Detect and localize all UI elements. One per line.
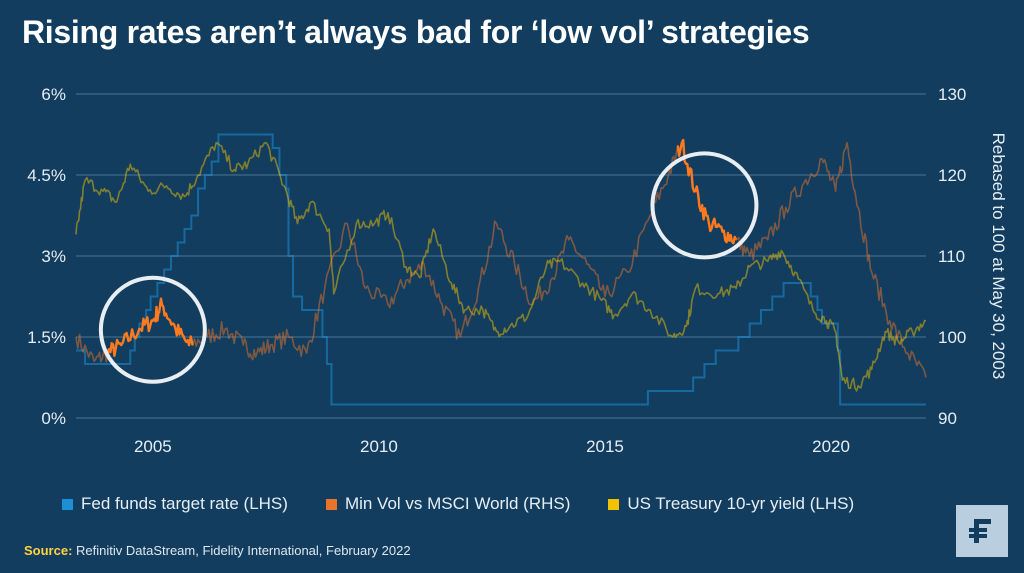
highlight-circle-0 xyxy=(98,275,207,384)
fidelity-logo xyxy=(956,505,1008,557)
x-tick-label: 2010 xyxy=(360,437,398,456)
fidelity-f-icon xyxy=(969,519,991,543)
legend-label-fed-funds: Fed funds target rate (LHS) xyxy=(81,494,288,513)
series-line-treasury xyxy=(75,141,927,392)
legend-label-min-vol: Min Vol vs MSCI World (RHS) xyxy=(344,494,571,513)
y-left-tick-label: 0% xyxy=(41,409,66,428)
highlight-segment-0 xyxy=(106,297,194,358)
legend-swatch-treasury xyxy=(608,498,620,510)
source-label: Source: xyxy=(24,543,73,558)
x-tick-label: 2005 xyxy=(134,437,172,456)
y-right-tick-label: 90 xyxy=(938,409,957,428)
legend-swatch-fed-funds xyxy=(62,498,73,510)
y-left-tick-label: 4.5% xyxy=(27,166,66,185)
y-left-tick-label: 1.5% xyxy=(27,328,66,347)
y-left-tick-label: 3% xyxy=(41,247,66,266)
series-line-fed-funds xyxy=(76,133,926,406)
legend-swatch-min-vol xyxy=(325,498,337,510)
y-right-tick-label: 120 xyxy=(938,166,966,185)
source-note: Source: Refinitiv DataStream, Fidelity I… xyxy=(24,543,411,558)
legend-item-treasury: US Treasury 10-yr yield (LHS) xyxy=(608,494,854,514)
highlight-segment-1 xyxy=(676,138,738,245)
legend: Fed funds target rate (LHS) Min Vol vs M… xyxy=(62,492,892,516)
chart-title: Rising rates aren’t always bad for ‘low … xyxy=(22,14,810,50)
highlight-circle-1 xyxy=(650,151,759,260)
legend-label-treasury: US Treasury 10-yr yield (LHS) xyxy=(627,494,855,513)
legend-item-fed-funds: Fed funds target rate (LHS) xyxy=(62,494,288,514)
x-tick-label: 2020 xyxy=(812,437,850,456)
y-right-axis-label: Rebased to 100 at May 30, 2003 xyxy=(989,133,1008,380)
annotations xyxy=(98,138,759,384)
tick-labels: 0% 1.5% 3% 4.5% 6% 90 100 110 120 130 2005 2010 2015… xyxy=(27,85,1008,456)
legend-item-min-vol: Min Vol vs MSCI World (RHS) xyxy=(325,494,571,514)
series-line-min-vol xyxy=(75,139,927,378)
y-left-tick-label: 6% xyxy=(41,85,66,104)
y-right-tick-label: 100 xyxy=(938,328,966,347)
chart: 0% 1.5% 3% 4.5% 6% 90 100 110 120 130 2005 2010 2015… xyxy=(27,85,1008,456)
y-right-tick-label: 110 xyxy=(938,247,965,266)
source-text: Refinitiv DataStream, Fidelity Internati… xyxy=(76,543,411,558)
gridlines xyxy=(76,93,926,419)
series-lines xyxy=(75,133,927,406)
x-tick-label: 2015 xyxy=(586,437,624,456)
y-right-tick-label: 130 xyxy=(938,85,966,104)
